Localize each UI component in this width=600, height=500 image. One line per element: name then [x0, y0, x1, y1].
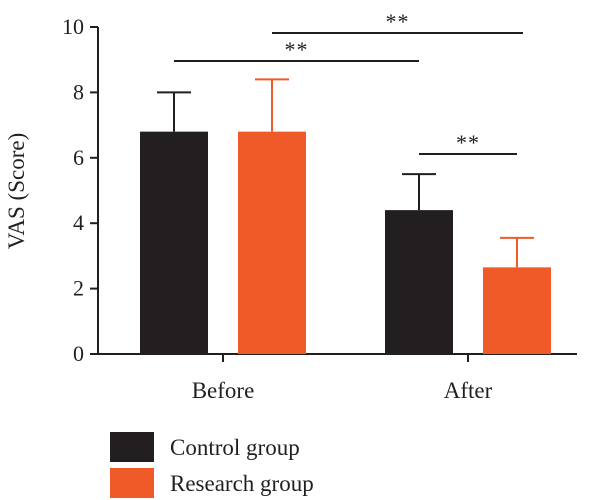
bar-research-group-before [238, 131, 306, 354]
bar-research-group-after [483, 267, 551, 354]
y-tick-label: 8 [73, 79, 84, 104]
significance-label: ** [456, 130, 480, 155]
y-tick-label: 6 [73, 145, 84, 170]
significance-label: ** [386, 9, 410, 34]
y-tick-label: 4 [73, 210, 84, 235]
legend-swatch-control-group [110, 432, 154, 462]
x-tick-label-after: After [444, 378, 493, 403]
legend-label-control-group: Control group [170, 435, 300, 460]
y-tick-label: 0 [73, 341, 84, 366]
y-axis-label: VAS (Score) [4, 133, 29, 249]
legend-label-research-group: Research group [170, 471, 314, 496]
significance-label: ** [285, 37, 309, 62]
x-tick-label-before: Before [192, 378, 255, 403]
plot-area: 0 2 4 6 8 10 Before After ** ** ** [62, 9, 577, 403]
legend-swatch-research-group [110, 468, 154, 498]
y-tick-label: 2 [73, 276, 84, 301]
bar-control-group-after [385, 210, 453, 354]
y-tick-label: 10 [62, 14, 84, 39]
bar-control-group-before [140, 131, 208, 354]
legend: Control group Research group [110, 432, 314, 498]
